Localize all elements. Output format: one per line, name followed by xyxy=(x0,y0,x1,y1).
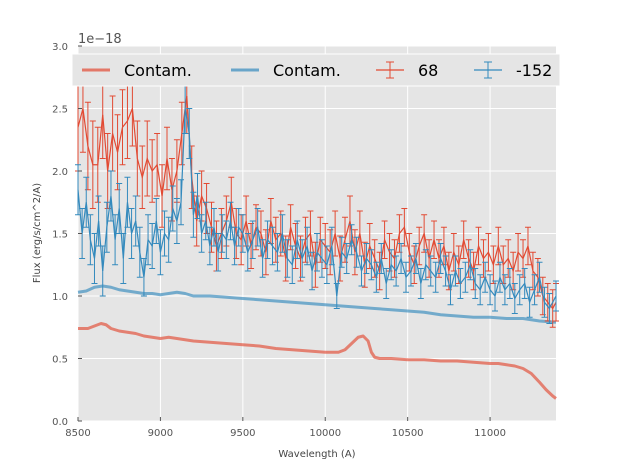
y-tick-label: 1.5 xyxy=(52,230,68,241)
y-tick-label: 2.5 xyxy=(52,105,68,116)
axis-ticks: 8500 9000 9500 10000 10500 11000 0.0 0.5 1.0 1.5 2… xyxy=(52,42,506,439)
legend-label: Contam. xyxy=(124,61,192,80)
spectrum-line xyxy=(77,95,557,310)
data-series xyxy=(75,58,559,400)
y-tick-label: 0.0 xyxy=(52,417,68,428)
x-tick-label: 11000 xyxy=(474,428,506,439)
contam-line-1 xyxy=(77,284,557,324)
x-tick-label: 8500 xyxy=(65,428,90,439)
y-axis-label: Flux (erg/s/cm^2/A) xyxy=(32,183,43,283)
y-tick-label: 0.5 xyxy=(52,355,68,366)
y-tick-label: 2.0 xyxy=(52,167,68,178)
spectrum-line xyxy=(77,108,557,310)
legend-label: Contam. xyxy=(273,61,341,80)
contam-line-0 xyxy=(78,322,557,400)
legend: Contam. Contam. 68 -152 xyxy=(71,53,561,87)
x-tick-label: 10000 xyxy=(309,428,341,439)
y-tick-label: 3.0 xyxy=(52,42,68,53)
x-tick-label: 9500 xyxy=(230,428,255,439)
x-tick-label: 10500 xyxy=(392,428,424,439)
spectrum-3 xyxy=(75,83,559,324)
legend-label: 68 xyxy=(418,61,438,80)
y-offset-text: 1e−18 xyxy=(78,32,122,47)
legend-label: -152 xyxy=(516,61,552,80)
x-tick-label: 9000 xyxy=(148,428,173,439)
x-axis-label: Wavelength (A) xyxy=(278,449,355,460)
y-tick-label: 1.0 xyxy=(52,292,68,303)
